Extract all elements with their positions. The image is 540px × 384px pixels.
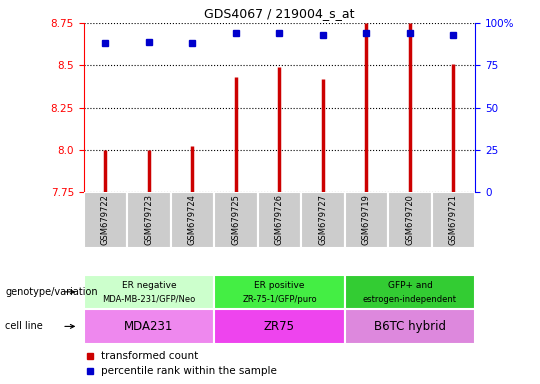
Text: GSM679723: GSM679723 bbox=[145, 194, 153, 245]
Bar bbox=[388, 192, 431, 248]
Text: GSM679727: GSM679727 bbox=[319, 194, 327, 245]
Bar bbox=[345, 309, 475, 344]
Text: GSM679721: GSM679721 bbox=[449, 194, 458, 245]
Bar bbox=[214, 192, 258, 248]
Text: GSM679725: GSM679725 bbox=[232, 194, 240, 245]
Text: MDA231: MDA231 bbox=[124, 320, 174, 333]
Bar bbox=[214, 275, 345, 309]
Text: genotype/variation: genotype/variation bbox=[5, 287, 98, 297]
Text: GSM679719: GSM679719 bbox=[362, 194, 371, 245]
Text: GSM679722: GSM679722 bbox=[101, 194, 110, 245]
Bar bbox=[214, 309, 345, 344]
Bar bbox=[258, 192, 301, 248]
Text: ZR-75-1/GFP/puro: ZR-75-1/GFP/puro bbox=[242, 295, 317, 304]
Text: GSM679724: GSM679724 bbox=[188, 194, 197, 245]
Text: ER positive: ER positive bbox=[254, 281, 305, 290]
Bar bbox=[345, 275, 475, 309]
Bar bbox=[345, 192, 388, 248]
Title: GDS4067 / 219004_s_at: GDS4067 / 219004_s_at bbox=[204, 7, 355, 20]
Bar bbox=[301, 192, 345, 248]
Text: cell line: cell line bbox=[5, 321, 43, 331]
Text: percentile rank within the sample: percentile rank within the sample bbox=[102, 366, 277, 376]
Text: transformed count: transformed count bbox=[102, 351, 199, 361]
Bar bbox=[84, 309, 214, 344]
Bar bbox=[171, 192, 214, 248]
Bar bbox=[127, 192, 171, 248]
Text: ZR75: ZR75 bbox=[264, 320, 295, 333]
Text: B6TC hybrid: B6TC hybrid bbox=[374, 320, 446, 333]
Bar bbox=[84, 275, 214, 309]
Text: GFP+ and: GFP+ and bbox=[388, 281, 433, 290]
Text: estrogen-independent: estrogen-independent bbox=[363, 295, 457, 304]
Bar bbox=[84, 192, 127, 248]
Text: MDA-MB-231/GFP/Neo: MDA-MB-231/GFP/Neo bbox=[102, 295, 195, 304]
Text: GSM679726: GSM679726 bbox=[275, 194, 284, 245]
Text: ER negative: ER negative bbox=[122, 281, 176, 290]
Bar bbox=[431, 192, 475, 248]
Text: GSM679720: GSM679720 bbox=[406, 194, 415, 245]
